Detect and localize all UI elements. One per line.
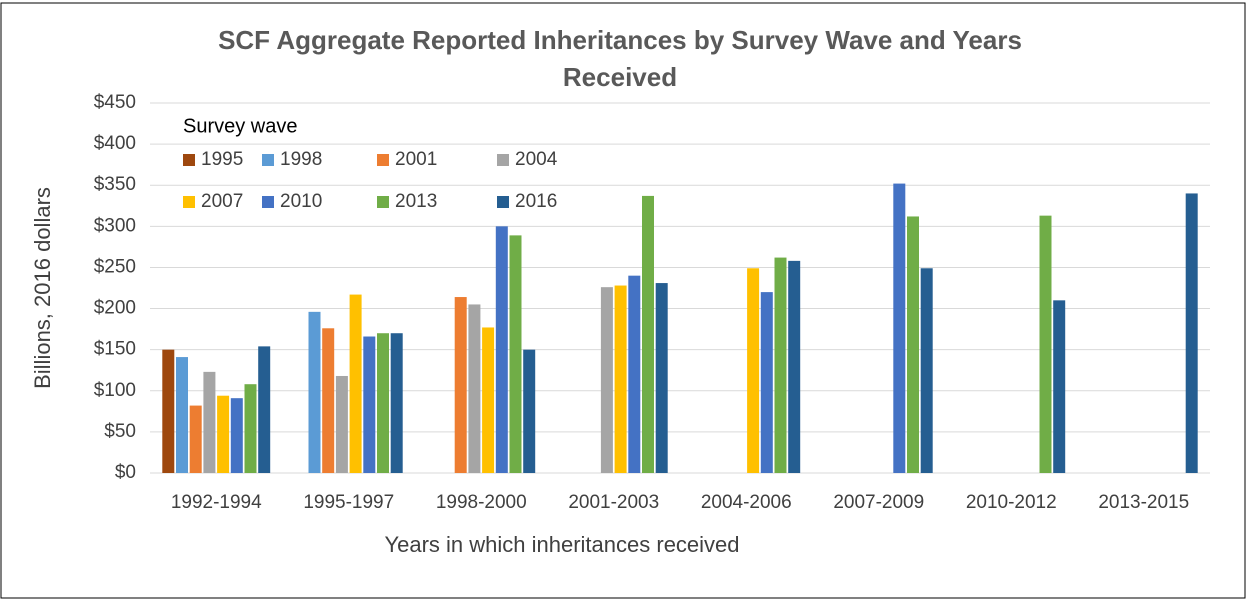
bar xyxy=(454,297,467,473)
bar xyxy=(349,294,362,473)
legend-label: 1998 xyxy=(280,149,322,170)
x-tick-label: 1992-1994 xyxy=(171,492,262,513)
bar xyxy=(509,235,522,473)
bar xyxy=(1039,215,1052,473)
legend-label: 1995 xyxy=(201,149,243,170)
bar xyxy=(377,333,389,473)
x-tick-label: 2004-2006 xyxy=(701,492,792,513)
y-tick-label: $400 xyxy=(94,133,136,154)
bar xyxy=(258,346,271,473)
legend-swatch xyxy=(262,196,274,208)
y-tick-label: $450 xyxy=(94,92,136,113)
x-tick-label: 2001-2003 xyxy=(568,492,659,513)
y-tick-label: $200 xyxy=(94,298,136,319)
bar xyxy=(642,195,654,473)
bar xyxy=(189,405,202,473)
legend-label: 2016 xyxy=(515,191,557,212)
bar xyxy=(1185,193,1198,473)
bar xyxy=(600,287,613,473)
bar xyxy=(390,333,403,473)
bar xyxy=(203,371,216,473)
x-tick-label: 1998-2000 xyxy=(436,492,527,513)
bar xyxy=(628,275,641,473)
legend-swatch xyxy=(497,196,509,208)
y-tick-label: $50 xyxy=(104,421,136,442)
bar xyxy=(747,268,760,473)
x-tick-label: 1995-1997 xyxy=(303,492,394,513)
bar xyxy=(1053,300,1066,473)
bar xyxy=(244,384,257,473)
legend-swatch xyxy=(377,196,389,208)
y-tick-label: $100 xyxy=(94,380,136,401)
bar xyxy=(162,349,175,473)
x-tick-label: 2010-2012 xyxy=(966,492,1057,513)
bar xyxy=(482,327,495,473)
legend-swatch xyxy=(262,154,274,166)
bar xyxy=(760,292,773,473)
bar xyxy=(920,268,933,473)
bar xyxy=(322,328,335,473)
legend-label: 2013 xyxy=(395,191,437,212)
bar xyxy=(523,349,536,473)
x-axis-label: Years in which inheritances received xyxy=(384,532,739,557)
legend-swatch xyxy=(183,154,195,166)
bar xyxy=(308,311,321,473)
x-tick-label: 2007-2009 xyxy=(833,492,924,513)
bar xyxy=(468,304,481,473)
y-tick-label: $250 xyxy=(94,256,136,277)
bar xyxy=(335,375,348,473)
bar xyxy=(788,260,801,473)
bar xyxy=(655,283,668,473)
bar xyxy=(774,257,787,473)
x-tick-label: 2013-2015 xyxy=(1098,492,1189,513)
bar xyxy=(614,285,627,473)
bar xyxy=(217,395,230,473)
y-tick-label: $300 xyxy=(94,215,136,236)
legend-label: 2004 xyxy=(515,149,558,170)
bar xyxy=(893,183,906,474)
legend-swatch xyxy=(377,154,389,166)
chart-title: SCF Aggregate Reported Inheritances by S… xyxy=(218,25,1022,92)
y-axis-label: Billions, 2016 dollars xyxy=(30,187,55,389)
bar xyxy=(176,357,188,473)
y-tick-label: $350 xyxy=(94,174,136,195)
y-tick-label: $150 xyxy=(94,339,136,360)
legend-label: 2010 xyxy=(280,191,322,212)
bar xyxy=(230,398,243,473)
legend-title: Survey wave xyxy=(183,115,298,137)
bar xyxy=(907,216,919,473)
bar xyxy=(495,226,508,473)
legend-swatch xyxy=(497,154,509,166)
legend-label: 2001 xyxy=(395,149,437,170)
y-tick-label: $0 xyxy=(115,462,136,483)
legend-swatch xyxy=(183,196,195,208)
legend-label: 2007 xyxy=(201,191,243,212)
bar xyxy=(363,336,376,473)
